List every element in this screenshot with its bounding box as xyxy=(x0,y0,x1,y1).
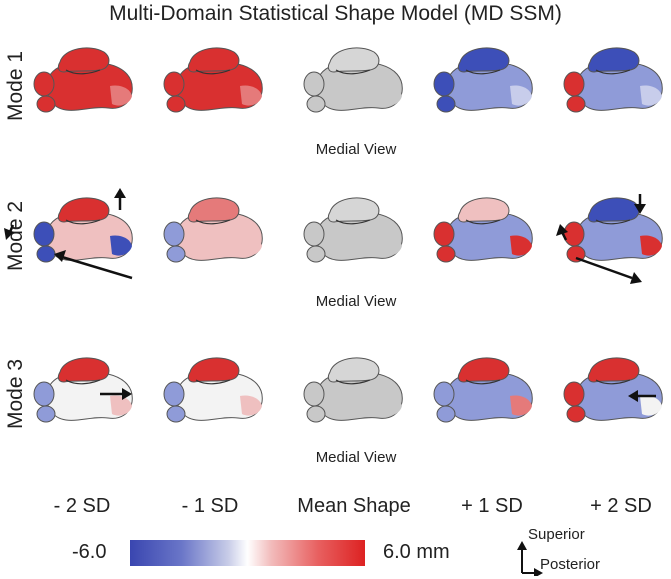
bone-shape-mode-3-minus-2sd xyxy=(33,357,133,423)
orientation-axes-icon xyxy=(517,541,543,576)
arrow-mode2-plus2-left xyxy=(556,224,568,241)
bone-shape-mode-3-mean-shape xyxy=(303,357,403,423)
arrow-mode3-right xyxy=(100,388,132,400)
bone-shape-mode-2-mean-shape xyxy=(303,197,403,263)
arrow-mode2-left xyxy=(4,224,15,240)
view-label-mode-2: Medial View xyxy=(315,293,397,310)
orientation-superior-label: Superior xyxy=(528,526,585,543)
bone-shape-mode-2-minus-2sd xyxy=(33,197,133,263)
colorbar xyxy=(130,540,365,566)
bone-shape-mode-2-plus-2sd xyxy=(563,197,663,263)
column-label-plus-1sd: + 1 SD xyxy=(461,495,523,517)
arrow-mode2-up xyxy=(114,188,126,210)
colorbar-min-label: -6.0 xyxy=(72,541,107,563)
colorbar-max-label: 6.0 mm xyxy=(383,541,450,563)
arrow-mode2-plus2-diagonal xyxy=(575,256,642,284)
column-label-minus-1sd: - 1 SD xyxy=(181,495,239,517)
column-label-plus-2sd: + 2 SD xyxy=(590,495,652,517)
view-label-mode-3: Medial View xyxy=(315,449,397,466)
bone-shape-mode-2-minus-1sd xyxy=(163,197,263,263)
bone-shape-mode-1-plus-1sd xyxy=(433,47,533,113)
orientation-posterior-label: Posterior xyxy=(540,556,601,573)
bone-shape-mode-3-plus-2sd xyxy=(563,357,663,423)
arrow-mode2-plus2-down xyxy=(634,194,646,214)
bone-shape-mode-3-minus-1sd xyxy=(163,357,263,423)
bone-shape-mode-1-plus-2sd xyxy=(563,47,663,113)
column-label-mean-shape: Mean Shape xyxy=(297,495,411,517)
bone-shape-mode-1-minus-2sd xyxy=(33,47,133,113)
bone-shape-mode-1-mean-shape xyxy=(303,47,403,113)
figure-title: Multi-Domain Statistical Shape Model (MD… xyxy=(109,2,562,25)
view-label-mode-1: Medial View xyxy=(315,141,397,158)
arrow-mode3-plus2-left xyxy=(628,390,656,402)
bone-shape-mode-1-minus-1sd xyxy=(163,47,263,113)
bone-shape-mode-2-plus-1sd xyxy=(433,197,533,263)
arrow-mode2-diagonal xyxy=(54,250,133,280)
bone-shape-mode-3-plus-1sd xyxy=(433,357,533,423)
column-label-minus-2sd: - 2 SD xyxy=(53,495,111,517)
